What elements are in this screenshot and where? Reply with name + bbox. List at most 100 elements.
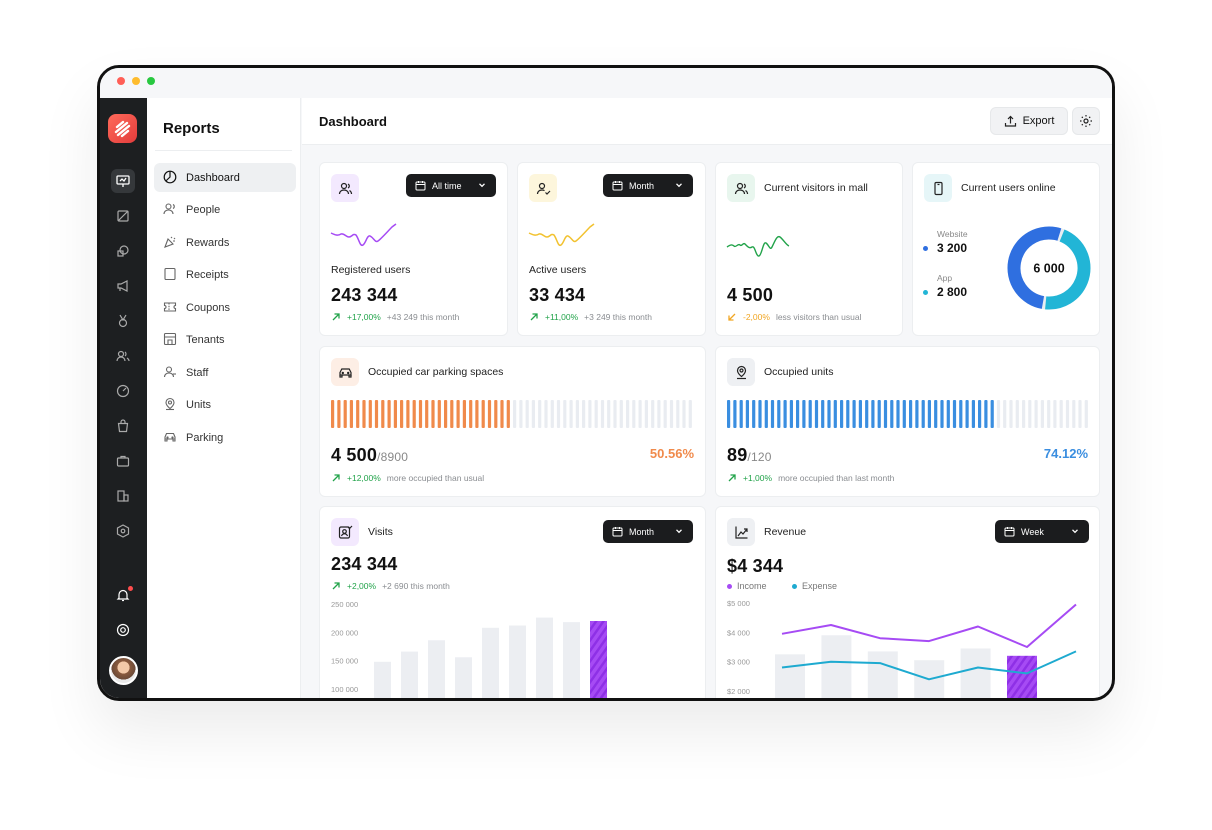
visits-bar <box>482 627 499 698</box>
units-bar-segment <box>877 400 881 428</box>
user-avatar[interactable] <box>109 656 138 685</box>
sidebar-item-rewards[interactable]: Rewards <box>154 228 296 257</box>
shapes-icon[interactable] <box>111 239 135 263</box>
units-bar-segment <box>996 400 1001 428</box>
arrow-down-left-icon <box>728 313 736 321</box>
car-icon <box>331 358 359 386</box>
users-icon[interactable] <box>111 344 135 368</box>
active-users-change: +11,00% +3 249 this month <box>529 312 652 322</box>
sidebar-item-people[interactable]: People <box>154 195 296 224</box>
user-check-icon <box>529 174 557 202</box>
app-logo[interactable] <box>108 114 137 143</box>
main-content: Dashboard Export All time Registered use… <box>302 98 1112 698</box>
presentation-icon[interactable] <box>111 169 135 193</box>
parking-bar-segment <box>644 400 648 428</box>
minimize-window-dot[interactable] <box>132 77 140 85</box>
dropdown-value: Month <box>629 526 655 537</box>
active-users-title: Active users <box>529 264 587 276</box>
maximize-window-dot[interactable] <box>147 77 155 85</box>
units-bar-segment <box>1072 400 1076 428</box>
units-bar-segment <box>1009 400 1013 428</box>
settings-button[interactable] <box>1072 107 1100 135</box>
time-filter-dropdown[interactable]: Month <box>603 174 693 197</box>
units-bar-segment <box>1028 400 1032 428</box>
briefcase-icon[interactable] <box>111 449 135 473</box>
users-online-title: Current users online <box>961 182 1056 194</box>
window-titlebar <box>100 68 1112 98</box>
units-bar-segment <box>921 400 925 428</box>
close-window-dot[interactable] <box>117 77 125 85</box>
change-note: more occupied than last month <box>778 473 895 483</box>
shopping-bag-icon[interactable] <box>111 414 135 438</box>
revenue-line-chart: $5 000 $4 000 $3 000 $2 000 <box>727 599 1077 698</box>
parking-occupancy-bars <box>331 400 692 428</box>
parking-bar-segment <box>494 400 498 428</box>
parking-bar-segment <box>356 400 360 428</box>
change-percent: +2,00% <box>347 581 377 591</box>
parking-bar-segment <box>450 400 454 428</box>
parking-bar-segment <box>331 400 335 428</box>
expense-line <box>781 650 1077 681</box>
change-percent: +1,00% <box>743 473 773 483</box>
building-icon[interactable] <box>111 484 135 508</box>
parking-bar-segment <box>669 400 674 428</box>
sidebar-item-parking[interactable]: Parking <box>154 423 296 452</box>
user-icon <box>331 174 359 202</box>
units-bar-segment <box>777 400 781 428</box>
sidebar-item-dashboard[interactable]: Dashboard <box>154 163 296 192</box>
units-occupied: 89 <box>727 445 748 465</box>
parking-bar-segment <box>550 400 554 428</box>
sidebar-item-tenants[interactable]: Tenants <box>154 325 296 354</box>
parking-bar-segment <box>582 400 586 428</box>
parking-bar-segment <box>594 400 598 428</box>
layout-icon[interactable] <box>111 204 135 228</box>
parking-bar-segment <box>663 400 667 428</box>
units-bar-segment <box>852 400 856 428</box>
units-title: Occupied units <box>764 366 834 378</box>
medal-icon[interactable] <box>111 309 135 333</box>
units-change: +1,00% more occupied than last month <box>727 473 894 483</box>
parking-bar-segment <box>600 400 605 428</box>
megaphone-icon[interactable] <box>111 274 135 298</box>
time-filter-dropdown[interactable]: All time <box>406 174 496 197</box>
help-lifebuoy-icon[interactable] <box>111 618 135 642</box>
parking-bar-segment <box>519 400 523 428</box>
parking-bar-segment <box>525 400 529 428</box>
sidebar-item-coupons[interactable]: Coupons <box>154 293 296 322</box>
expense-label: Expense <box>802 581 838 591</box>
export-button[interactable]: Export <box>990 107 1068 135</box>
sidebar-item-staff[interactable]: Staff <box>154 358 296 387</box>
parking-bar-segment <box>513 400 517 428</box>
gauge-icon[interactable] <box>111 379 135 403</box>
staff-icon <box>163 366 176 378</box>
active-users-value: 33 434 <box>529 285 586 305</box>
time-filter-dropdown[interactable]: Week <box>995 520 1089 543</box>
parking-bar-segment <box>613 400 617 428</box>
sidebar-item-label: People <box>186 203 221 216</box>
visits-bar <box>401 651 418 698</box>
visits-bar <box>428 640 445 698</box>
units-bar-segment <box>814 400 819 428</box>
units-card: Occupied units 89/120 74.12% +1,00% more… <box>715 346 1100 497</box>
tenants-icon <box>163 332 177 346</box>
units-bar-segment <box>871 400 875 428</box>
units-bar-segment <box>990 400 994 428</box>
notification-bell-icon[interactable] <box>111 583 135 607</box>
change-note: less visitors than usual <box>775 312 862 322</box>
sidebar-item-receipts[interactable]: Receipts <box>154 260 296 289</box>
parking-percent: 50.56% <box>649 446 694 461</box>
revenue-bar <box>914 660 945 698</box>
time-filter-dropdown[interactable]: Month <box>603 520 693 543</box>
current-visitors-value: 4 500 <box>727 285 774 305</box>
expense-legend: Expense <box>792 581 837 591</box>
hexagon-settings-icon[interactable] <box>111 519 135 543</box>
app-dot <box>923 289 928 295</box>
main-header: Dashboard Export <box>302 98 1112 145</box>
sidebar-item-units[interactable]: Units <box>154 390 296 419</box>
active-users-card: Month Active users 33 434 +11,00% +3 249… <box>517 162 706 336</box>
chevron-down-icon <box>1072 529 1078 534</box>
users-icon <box>727 174 755 202</box>
parking-bar-segment <box>619 400 623 428</box>
change-percent: -2,00% <box>743 312 770 322</box>
units-bar-segment <box>915 400 919 428</box>
